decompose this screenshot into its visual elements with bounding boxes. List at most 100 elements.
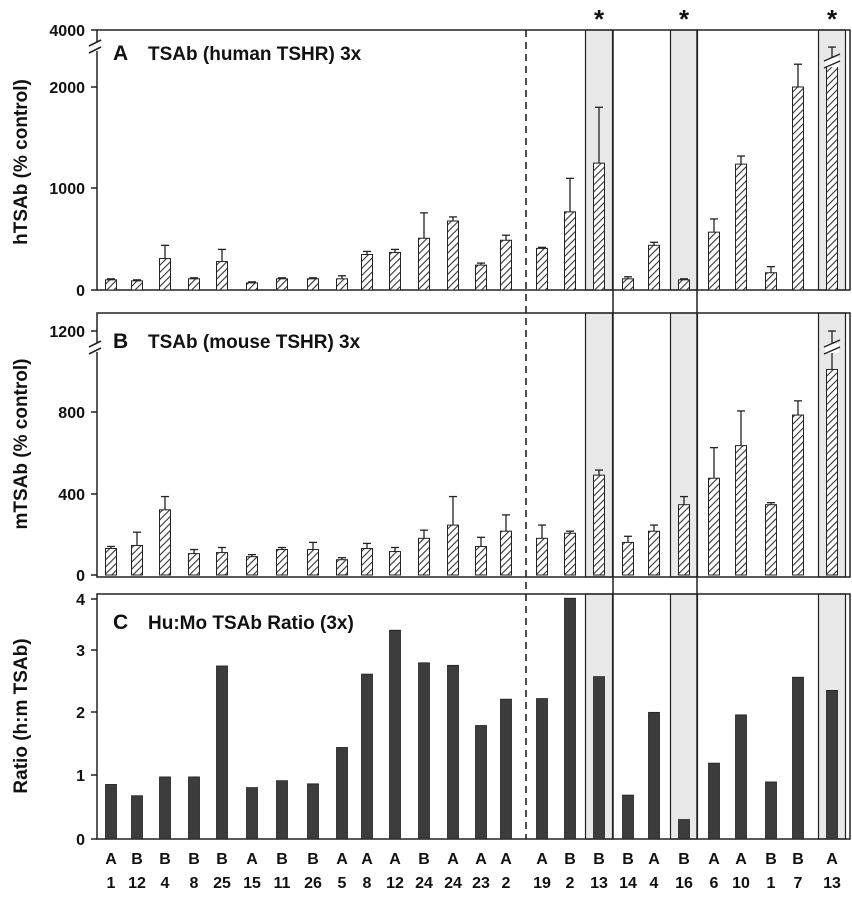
panel-a-letter: A: [113, 42, 128, 65]
x-label-group: B: [678, 851, 690, 868]
x-label-group: B: [216, 851, 228, 868]
panel-c-ytick-0: 0: [76, 832, 85, 849]
bar: [536, 247, 548, 291]
bar: [564, 597, 576, 840]
bar: [648, 244, 660, 291]
group-dividers-solid: [612, 30, 698, 839]
panel-c: C Hu:Mo TSAb Ratio (3x) Ratio (h:m TSAb)…: [11, 592, 851, 849]
panel-b-letter: B: [113, 330, 128, 353]
panel-a-frame: [96, 29, 851, 291]
highlight-col-20-panel-0: [669, 29, 699, 291]
x-label-id: 11: [274, 875, 291, 892]
bar: [678, 504, 690, 576]
panel-c-ytick-3: 3: [76, 643, 85, 660]
bar: [536, 698, 548, 840]
x-label-group: A: [105, 851, 117, 868]
bar: [276, 278, 288, 291]
bar: [307, 549, 319, 576]
bar: [188, 776, 200, 840]
bar: [246, 556, 258, 576]
bar: [564, 211, 576, 291]
bar: [475, 725, 487, 840]
x-label-group: B: [418, 851, 430, 868]
x-label-group: B: [622, 851, 634, 868]
panel-b-ytick-1200: 1200: [49, 324, 85, 341]
bar: [159, 776, 171, 840]
panel-b: B TSAb (mouse TSHR) 3x mTSAb (% control)…: [11, 312, 851, 585]
panel-b-ytick-400: 400: [58, 487, 85, 504]
bar: [678, 279, 690, 291]
x-label-id: 13: [823, 875, 841, 892]
x-label-group: A: [500, 851, 512, 868]
panel-a-ytick-2000: 2000: [49, 80, 85, 97]
panel-c-ytick-4: 4: [76, 592, 85, 609]
x-label-group: B: [131, 851, 143, 868]
bar-break-gap: [825, 58, 839, 67]
x-label-id: 6: [710, 875, 719, 892]
highlight-col-20-panel-2: [669, 593, 699, 840]
bar: [447, 524, 459, 576]
bar: [500, 239, 512, 291]
bar: [708, 762, 720, 840]
bar: [593, 162, 605, 291]
bar: [648, 711, 660, 840]
bar: [708, 231, 720, 291]
x-label-group: A: [708, 851, 720, 868]
bar: [792, 414, 804, 576]
bar: [276, 549, 288, 576]
x-label-group: B: [765, 851, 777, 868]
bar: [826, 58, 838, 291]
bar: [131, 795, 143, 840]
x-label-id: 12: [128, 875, 146, 892]
bar: [500, 698, 512, 840]
bar: [447, 664, 459, 840]
panel-c-ytick-2: 2: [76, 705, 85, 722]
panel-c-bars: [105, 597, 838, 840]
panel-b-title: TSAb (mouse TSHR) 3x: [148, 332, 361, 353]
bar: [389, 251, 401, 291]
x-label-group: A: [648, 851, 660, 868]
x-label-id: 1: [107, 875, 116, 892]
bar: [418, 537, 430, 576]
bar: [678, 819, 690, 840]
x-label-group: A: [389, 851, 401, 868]
x-label-id: 15: [243, 875, 261, 892]
x-label-group: B: [276, 851, 288, 868]
bar: [500, 530, 512, 576]
bar: [826, 368, 838, 576]
panel-a-ytick-4000: 4000: [49, 23, 85, 40]
panel-b-ytick-800: 800: [58, 405, 85, 422]
x-label-group: B: [593, 851, 605, 868]
bar: [246, 282, 258, 291]
bar: [188, 553, 200, 576]
x-axis-labels: A1B12B4B8B25A15B11B26A5A8A12B24A24A23A2A…: [105, 851, 841, 892]
panel-c-ytick-1: 1: [76, 768, 85, 785]
bar: [389, 629, 401, 840]
x-label-group: A: [826, 851, 838, 868]
bar: [792, 676, 804, 840]
panel-b-bars: [105, 330, 841, 576]
x-label-group: B: [159, 851, 171, 868]
x-label-id: 19: [533, 875, 551, 892]
x-label-id: 10: [732, 875, 750, 892]
x-label-group: B: [188, 851, 200, 868]
panel-a-bars: [105, 46, 841, 291]
bar: [105, 784, 117, 840]
bar: [418, 237, 430, 291]
bar-break-mark: [823, 339, 841, 348]
bar: [765, 272, 777, 291]
bar: [389, 551, 401, 576]
bar: [216, 261, 228, 291]
x-label-id: 23: [472, 875, 490, 892]
bar: [826, 690, 838, 840]
bar: [765, 781, 777, 840]
panel-b-ytick-0: 0: [76, 568, 85, 585]
bar: [361, 548, 373, 576]
x-label-id: 26: [304, 875, 322, 892]
x-label-id: 24: [415, 875, 433, 892]
panel-b-frame: [96, 312, 851, 578]
panel-a-title: TSAb (human TSHR) 3x: [148, 44, 362, 65]
bar: [188, 278, 200, 291]
panel-a: A TSAb (human TSHR) 3x hTSAb (% control)…: [11, 23, 851, 300]
